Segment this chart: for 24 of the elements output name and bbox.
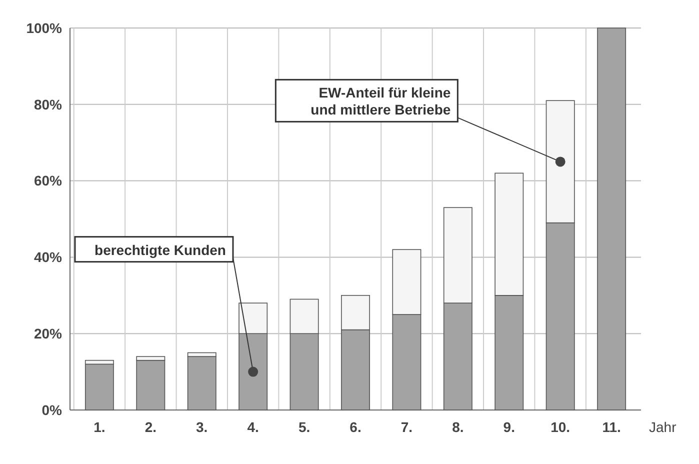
x-tick-label: 10. [550, 419, 570, 435]
y-tick-label: 80% [34, 96, 63, 112]
bar [187, 356, 216, 410]
bar [84, 364, 114, 410]
y-tick-label: 40% [34, 249, 63, 266]
bar [136, 360, 166, 410]
y-tick-label: 60% [34, 172, 63, 189]
x-tick-label: 4. [247, 419, 259, 435]
y-tick-label: 20% [34, 326, 63, 342]
x-tick-label: 3. [196, 419, 208, 435]
bar [597, 28, 626, 410]
text: berechtigte Kunden [94, 242, 226, 258]
x-tick-label: 2. [144, 419, 156, 435]
x-tick-label: 6. [350, 419, 362, 435]
text: EW-Anteil für kleine und mittlere Betriebe [310, 84, 451, 118]
y-tick-label: 100% [26, 20, 63, 36]
x-tick-label: 9. [503, 419, 515, 435]
x-tick-label: 8. [452, 419, 464, 435]
x-tick-label: 5. [298, 419, 310, 435]
x-tick-label: 7. [400, 419, 413, 435]
x-tick-label: 1. [94, 419, 106, 435]
y-tick-label: 0% [42, 402, 63, 418]
x-axis-title: Jahr [649, 419, 677, 435]
x-tick-label: 11. [602, 419, 621, 435]
